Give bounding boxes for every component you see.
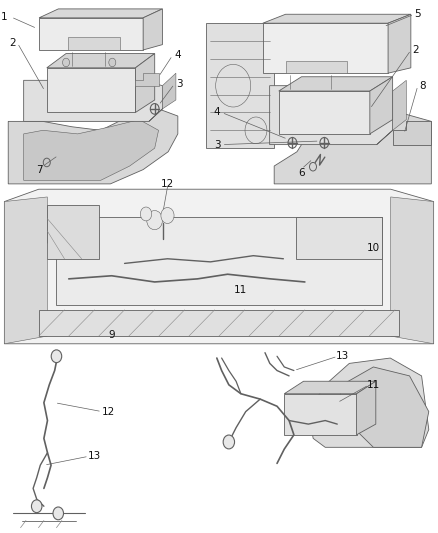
Text: 1: 1 <box>1 12 8 22</box>
Text: 2: 2 <box>9 38 15 48</box>
Text: 13: 13 <box>88 451 101 461</box>
Polygon shape <box>206 23 274 148</box>
Polygon shape <box>263 14 411 23</box>
Polygon shape <box>357 381 376 435</box>
Polygon shape <box>279 91 370 134</box>
Polygon shape <box>388 14 411 73</box>
Polygon shape <box>263 23 388 73</box>
Circle shape <box>147 211 162 230</box>
Circle shape <box>223 435 234 449</box>
Text: 3: 3 <box>177 79 183 89</box>
Polygon shape <box>286 61 347 73</box>
Circle shape <box>51 350 62 362</box>
Polygon shape <box>296 217 382 259</box>
Text: 4: 4 <box>214 108 221 117</box>
Text: 12: 12 <box>102 407 115 417</box>
Polygon shape <box>8 109 178 184</box>
Polygon shape <box>308 358 429 447</box>
Text: 8: 8 <box>419 80 426 91</box>
Text: 3: 3 <box>214 140 221 150</box>
Text: 5: 5 <box>414 9 421 19</box>
Circle shape <box>53 507 64 520</box>
Polygon shape <box>24 119 159 180</box>
Polygon shape <box>143 9 162 50</box>
Text: 2: 2 <box>412 45 419 55</box>
Polygon shape <box>370 77 392 134</box>
Polygon shape <box>392 122 431 144</box>
Polygon shape <box>4 189 434 344</box>
Polygon shape <box>284 381 376 394</box>
Polygon shape <box>68 37 120 50</box>
Polygon shape <box>39 18 143 50</box>
Circle shape <box>63 58 70 67</box>
Polygon shape <box>135 53 155 112</box>
Text: 7: 7 <box>36 165 42 175</box>
Polygon shape <box>39 310 399 336</box>
Text: 12: 12 <box>161 179 174 189</box>
Text: 10: 10 <box>367 243 380 253</box>
Polygon shape <box>149 73 176 122</box>
Text: 6: 6 <box>298 168 305 178</box>
Polygon shape <box>56 217 382 305</box>
Text: 11: 11 <box>234 285 247 295</box>
Polygon shape <box>377 80 406 144</box>
Circle shape <box>32 500 42 513</box>
Polygon shape <box>47 205 99 259</box>
Polygon shape <box>47 68 135 112</box>
Polygon shape <box>4 197 47 344</box>
Polygon shape <box>135 73 159 86</box>
Polygon shape <box>39 9 162 18</box>
Text: 11: 11 <box>367 380 380 390</box>
Polygon shape <box>391 197 434 344</box>
Polygon shape <box>284 394 357 435</box>
Polygon shape <box>270 86 392 144</box>
Text: 13: 13 <box>336 351 349 361</box>
Circle shape <box>140 207 152 221</box>
Polygon shape <box>47 53 155 68</box>
Text: 9: 9 <box>108 329 115 340</box>
Circle shape <box>161 207 174 223</box>
Circle shape <box>109 58 116 67</box>
Polygon shape <box>24 80 162 122</box>
Polygon shape <box>274 112 431 184</box>
Polygon shape <box>337 367 429 447</box>
Polygon shape <box>279 77 392 91</box>
Text: 4: 4 <box>174 50 181 60</box>
